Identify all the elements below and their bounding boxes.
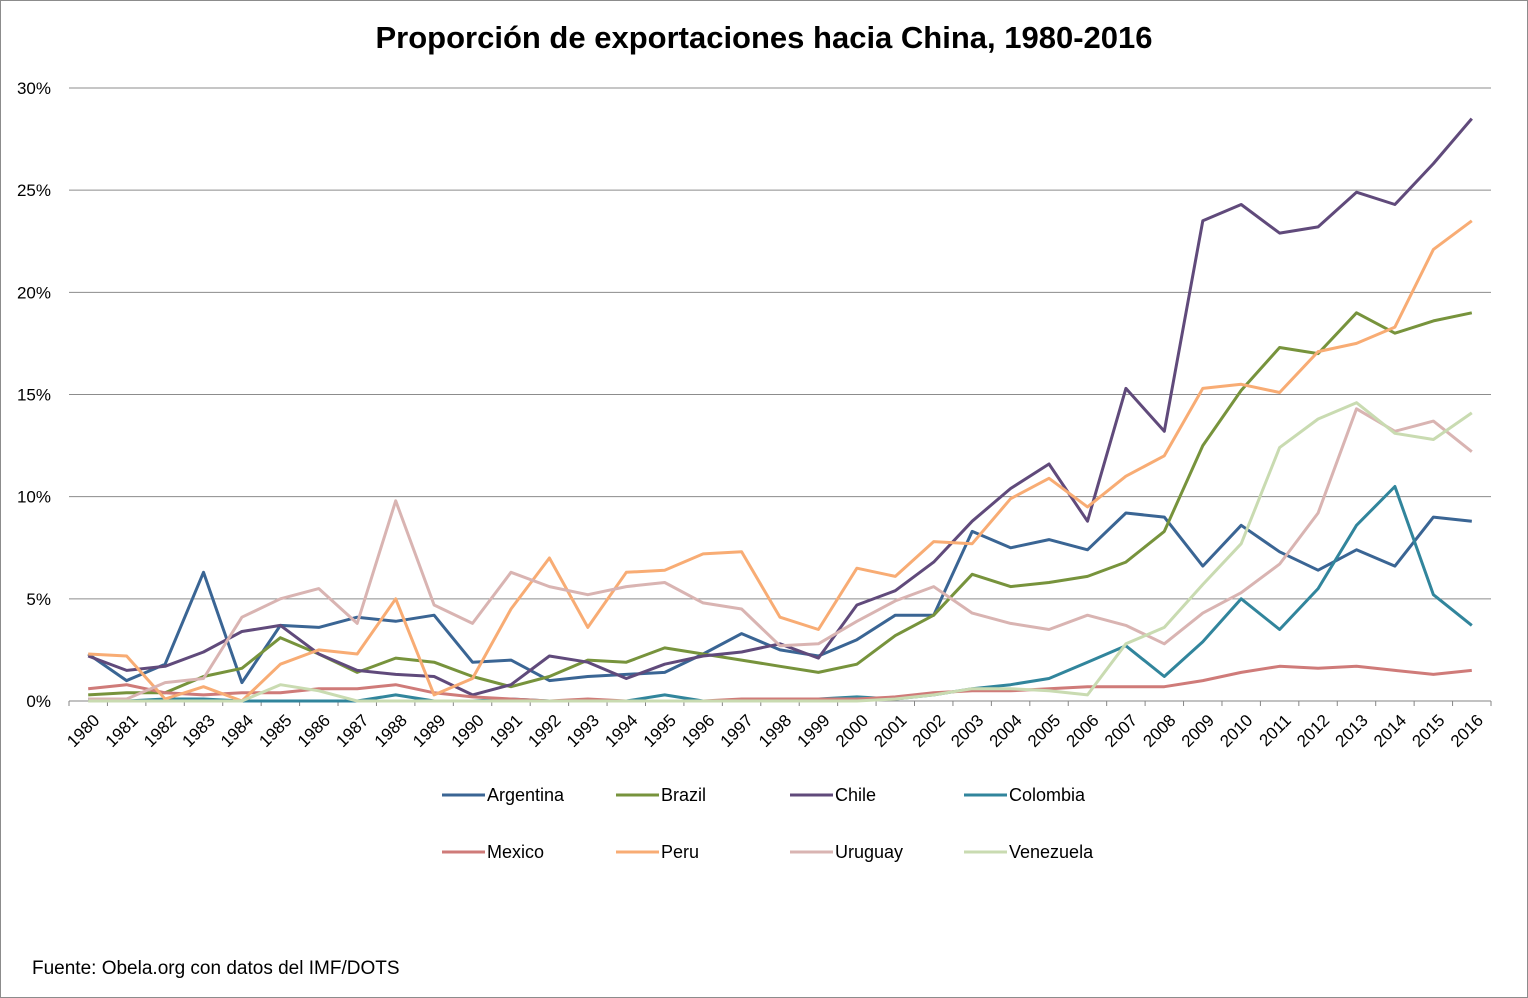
series-line-peru [88, 219, 1473, 703]
x-tick-label: 2008 [1139, 711, 1179, 751]
y-tick-label: 0% [26, 692, 51, 711]
series-line-chile [87, 117, 1473, 697]
series-line-argentina [87, 511, 1472, 685]
x-tick-label: 2000 [832, 711, 872, 751]
legend-label-chile: Chile [835, 785, 876, 805]
x-tick-label: 1990 [448, 711, 488, 751]
x-tick-label: 1995 [640, 711, 680, 751]
series-line-mexico [88, 664, 1472, 703]
x-tick-label: 2009 [1178, 711, 1218, 751]
x-tick-label: 1998 [755, 711, 795, 751]
x-tick-label: 2004 [986, 711, 1026, 751]
legend-label-brazil: Brazil [661, 785, 706, 805]
legend-label-mexico: Mexico [487, 842, 544, 862]
legend-label-uruguay: Uruguay [835, 842, 903, 862]
x-tick-label: 1994 [601, 711, 641, 751]
x-tick-label: 2005 [1024, 711, 1064, 751]
y-tick-label: 30% [17, 79, 51, 98]
series-line-venezuela [88, 401, 1473, 703]
legend-label-argentina: Argentina [487, 785, 565, 805]
legend-label-peru: Peru [661, 842, 699, 862]
y-tick-label: 20% [17, 283, 51, 302]
x-tick-label: 1986 [294, 711, 334, 751]
x-tick-label: 1989 [409, 711, 449, 751]
source-note: Fuente: Obela.org con datos del IMF/DOTS [32, 958, 400, 979]
x-tick-label: 1985 [255, 711, 295, 751]
x-tick-label: 2001 [870, 711, 910, 751]
x-tick-label: 2006 [1063, 711, 1103, 751]
x-tick-label: 2002 [909, 711, 949, 751]
x-tick-label: 1987 [332, 711, 372, 751]
x-tick-label: 1984 [217, 711, 257, 751]
x-tick-label: 1981 [102, 711, 142, 751]
x-tick-label: 2016 [1447, 711, 1487, 751]
x-tick-label: 1993 [563, 711, 603, 751]
x-tick-label: 2013 [1332, 711, 1372, 751]
y-tick-label: 5% [26, 590, 51, 609]
y-tick-label: 25% [17, 181, 51, 200]
x-tick-label: 1983 [179, 711, 219, 751]
x-tick-label: 1982 [140, 711, 180, 751]
x-tick-label: 1992 [524, 711, 564, 751]
x-tick-label: 1996 [678, 711, 718, 751]
x-tick-label: 1980 [63, 711, 103, 751]
y-tick-label: 15% [17, 386, 51, 405]
legend-label-colombia: Colombia [1009, 785, 1086, 805]
chart-title: Proporción de exportaciones hacia China,… [375, 20, 1153, 55]
x-tick-label: 1997 [717, 711, 757, 751]
x-tick-label: 1999 [793, 711, 833, 751]
x-tick-label: 2007 [1101, 711, 1141, 751]
x-tick-label: 2012 [1293, 711, 1333, 751]
x-tick-label: 2011 [1256, 711, 1295, 750]
x-tick-label: 2003 [947, 711, 987, 751]
y-tick-label: 10% [17, 488, 51, 507]
x-tick-label: 1988 [371, 711, 411, 751]
series-line-uruguay [88, 407, 1473, 701]
x-tick-label: 2010 [1216, 711, 1256, 751]
x-tick-label: 1991 [486, 711, 526, 751]
x-tick-label: 2015 [1408, 711, 1448, 751]
legend-label-venezuela: Venezuela [1009, 842, 1094, 862]
x-tick-label: 2014 [1370, 711, 1410, 751]
